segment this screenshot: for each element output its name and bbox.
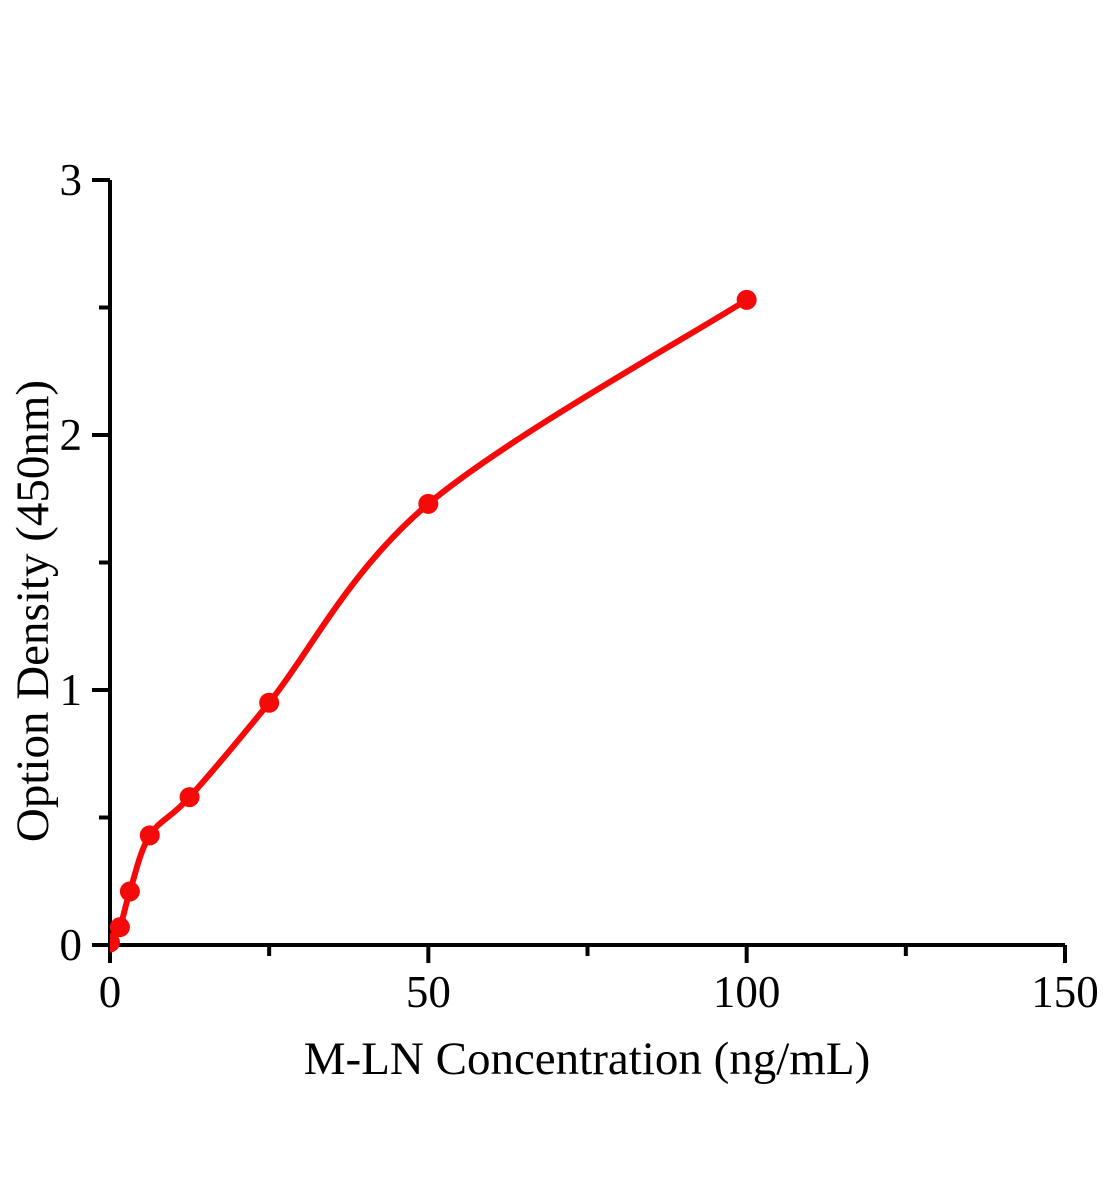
y-tick-label: 1 xyxy=(60,665,83,715)
data-point xyxy=(736,289,757,310)
x-tick-label: 150 xyxy=(1031,967,1099,1017)
x-tick-label: 50 xyxy=(406,967,451,1017)
y-tick-label: 2 xyxy=(60,410,83,460)
data-point xyxy=(179,787,200,808)
data-layer xyxy=(110,289,757,953)
data-point xyxy=(259,692,280,713)
data-point xyxy=(139,825,160,846)
data-point xyxy=(418,493,439,514)
y-tick-label: 3 xyxy=(60,155,83,205)
data-point xyxy=(110,917,130,938)
data-point xyxy=(119,881,140,902)
fit-curve xyxy=(110,296,750,946)
x-tick-label: 100 xyxy=(713,967,781,1017)
y-tick-label: 0 xyxy=(60,920,83,970)
data-point xyxy=(110,932,120,953)
x-axis-title: M-LN Concentration (ng/mL) xyxy=(304,1033,870,1085)
axis-spines xyxy=(108,180,1065,947)
x-tick-label: 0 xyxy=(99,967,122,1017)
axes-layer: 0 50 100 150 0 1 2 3 xyxy=(60,155,1099,1017)
y-axis-title: Option Density (450nm) xyxy=(7,380,59,842)
